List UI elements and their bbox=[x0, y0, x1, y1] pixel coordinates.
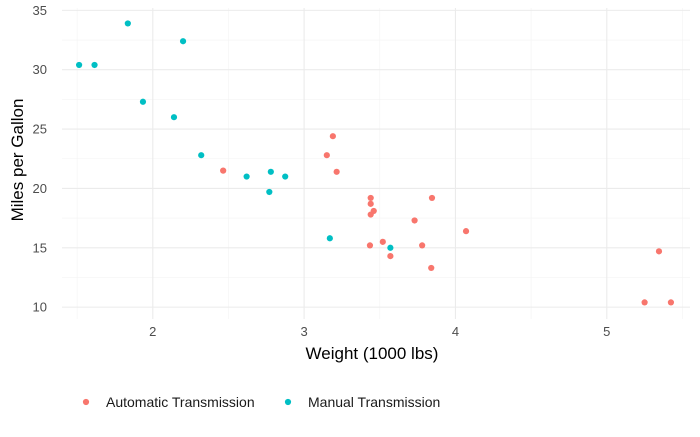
data-point bbox=[329, 133, 336, 140]
data-point bbox=[379, 238, 386, 245]
data-point bbox=[462, 228, 470, 235]
data-point bbox=[179, 38, 187, 45]
legend-key-dot bbox=[82, 398, 90, 406]
data-point bbox=[428, 194, 436, 202]
data-point bbox=[198, 152, 205, 159]
legend-label: Automatic Transmission bbox=[106, 394, 255, 410]
x-axis-title: Weight (1000 lbs) bbox=[306, 344, 439, 363]
legend-item: Automatic Transmission bbox=[82, 394, 255, 410]
y-axis-ticks: 10 15 20 25 30 35 bbox=[33, 3, 47, 315]
y-tick-label: 35 bbox=[33, 3, 47, 18]
data-point bbox=[139, 98, 147, 105]
data-point bbox=[655, 248, 663, 255]
data-point bbox=[170, 114, 178, 121]
data-point bbox=[387, 252, 394, 260]
data-point bbox=[367, 194, 374, 202]
data-point bbox=[75, 61, 83, 69]
y-tick-label: 20 bbox=[33, 181, 47, 196]
data-point bbox=[333, 168, 340, 175]
data-point bbox=[243, 173, 250, 180]
data-point bbox=[366, 242, 374, 249]
x-axis-ticks: 2 3 4 5 bbox=[149, 324, 610, 339]
data-point bbox=[220, 167, 227, 174]
y-tick-label: 30 bbox=[33, 62, 47, 77]
data-point bbox=[326, 235, 333, 242]
x-tick-label: 5 bbox=[603, 324, 610, 339]
y-tick-label: 10 bbox=[33, 300, 47, 315]
y-tick-label: 25 bbox=[33, 122, 47, 137]
y-tick-label: 15 bbox=[33, 240, 47, 255]
x-tick-label: 2 bbox=[149, 324, 156, 339]
data-point bbox=[387, 244, 394, 251]
y-axis-title: Miles per Gallon bbox=[8, 99, 27, 222]
data-point bbox=[282, 173, 289, 180]
grid bbox=[62, 8, 690, 319]
legend: Automatic Transmission Manual Transmissio… bbox=[82, 394, 440, 410]
data-point bbox=[367, 200, 374, 207]
data-point bbox=[266, 188, 273, 196]
legend-item: Manual Transmission bbox=[284, 394, 440, 410]
data-point bbox=[91, 61, 98, 69]
x-tick-label: 4 bbox=[452, 324, 459, 339]
legend-label: Manual Transmission bbox=[308, 394, 440, 410]
data-point bbox=[667, 299, 675, 306]
data-point bbox=[323, 152, 330, 159]
data-point bbox=[641, 299, 648, 306]
data-point bbox=[419, 242, 426, 249]
data-point bbox=[428, 264, 435, 272]
data-point bbox=[267, 168, 274, 175]
x-tick-label: 3 bbox=[301, 324, 308, 339]
data-points bbox=[75, 20, 675, 306]
legend-key-dot bbox=[284, 398, 292, 406]
data-point bbox=[367, 211, 374, 218]
data-point bbox=[124, 20, 131, 27]
data-point bbox=[411, 217, 418, 224]
